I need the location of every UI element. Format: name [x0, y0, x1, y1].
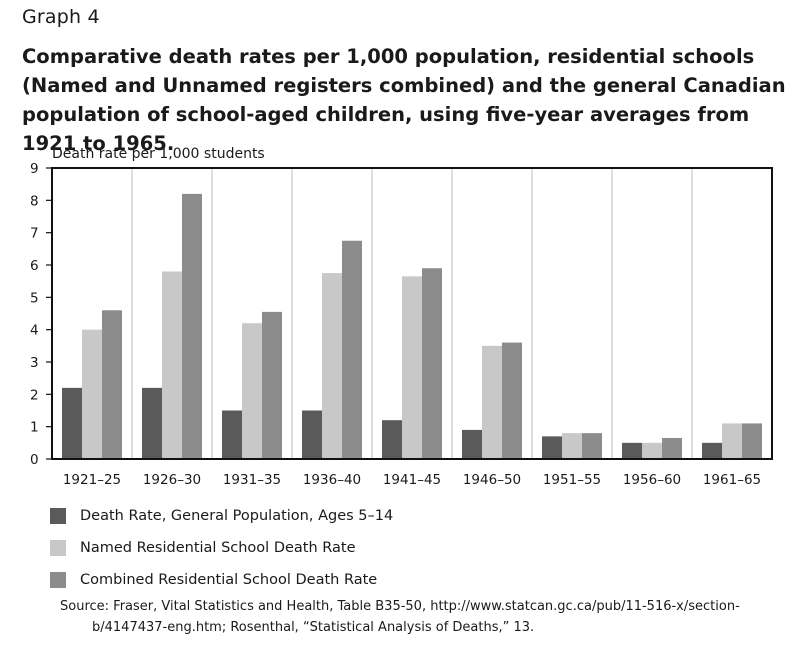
bar	[342, 240, 362, 459]
legend-item: Death Rate, General Population, Ages 5–1…	[50, 500, 393, 532]
bar	[82, 329, 102, 459]
y-tick-label: 3	[30, 355, 39, 371]
bar	[542, 436, 562, 459]
y-tick-label: 9	[30, 161, 39, 177]
y-tick-label: 2	[30, 387, 39, 403]
bar	[662, 437, 682, 459]
bar	[142, 387, 162, 459]
legend-item: Named Residential School Death Rate	[50, 532, 393, 564]
grid-layer	[131, 168, 693, 459]
source-line-2: b/4147437-eng.htm; Rosenthal, “Statistic…	[92, 620, 535, 635]
bar	[262, 311, 282, 459]
legend-label: Named Residential School Death Rate	[80, 540, 356, 556]
y-tick-label: 0	[30, 452, 39, 468]
y-tick-label: 7	[30, 226, 39, 242]
chart-title: Comparative death rates per 1,000 popula…	[22, 45, 786, 155]
bar	[62, 387, 82, 459]
bar	[562, 433, 582, 459]
bar	[302, 410, 322, 459]
x-tick-label: 1946–50	[463, 472, 521, 488]
x-tick-label: 1931–35	[223, 472, 281, 488]
bar	[702, 442, 722, 459]
x-tick-label: 1921–25	[63, 472, 121, 488]
x-tick-label: 1926–30	[143, 472, 201, 488]
bar	[242, 323, 262, 459]
y-tick-label: 5	[30, 290, 39, 306]
graph-label: Graph 4	[22, 6, 100, 28]
bar	[162, 271, 182, 459]
y-tick-label: 4	[30, 323, 39, 339]
bar	[642, 442, 662, 459]
bar	[482, 345, 502, 459]
bar	[382, 420, 402, 459]
bar	[182, 193, 202, 459]
bars-layer	[62, 193, 762, 459]
x-tick-label: 1936–40	[303, 472, 361, 488]
x-tick-label: 1941–45	[383, 472, 441, 488]
bar	[742, 423, 762, 459]
x-tick-label: 1951–55	[543, 472, 601, 488]
bar	[722, 423, 742, 459]
bar	[222, 410, 242, 459]
y-tick-label: 6	[30, 258, 39, 274]
bar	[402, 276, 422, 459]
plot-frame	[51, 167, 773, 460]
x-tick-label: 1961–65	[703, 472, 761, 488]
source-line-1: Source: Fraser, Vital Statistics and Hea…	[60, 599, 740, 614]
chart-svg: Death rate per 1,000 students 0 1 2 3 4 5 6 7 8 9…	[30, 146, 773, 488]
y-axis-label: Death rate per 1,000 students	[52, 146, 265, 162]
x-tick-labels: 1921–25 1926–30 1931–35 1936–40 1941–45 1946–…	[63, 472, 761, 488]
legend-label: Combined Residential School Death Rate	[80, 572, 378, 588]
legend-item: Combined Residential School Death Rate	[50, 564, 393, 596]
bar	[102, 310, 122, 459]
y-tick-labels: 0 1 2 3 4 5 6 7 8 9	[30, 161, 52, 468]
source-note: Source: Fraser, Vital Statistics and Hea…	[60, 596, 760, 638]
legend-label: Death Rate, General Population, Ages 5–1…	[80, 508, 394, 524]
bar	[582, 433, 602, 459]
legend-swatch	[50, 572, 66, 588]
bar	[502, 342, 522, 459]
legend: Death Rate, General Population, Ages 5–1…	[50, 500, 393, 596]
bar	[422, 268, 442, 459]
bar	[462, 429, 482, 459]
legend-swatch	[50, 540, 66, 556]
bar	[622, 442, 642, 459]
x-tick-label: 1956–60	[623, 472, 681, 488]
legend-swatch	[50, 508, 66, 524]
y-tick-label: 8	[30, 193, 39, 209]
y-tick-label: 1	[30, 420, 39, 436]
bar	[322, 273, 342, 459]
